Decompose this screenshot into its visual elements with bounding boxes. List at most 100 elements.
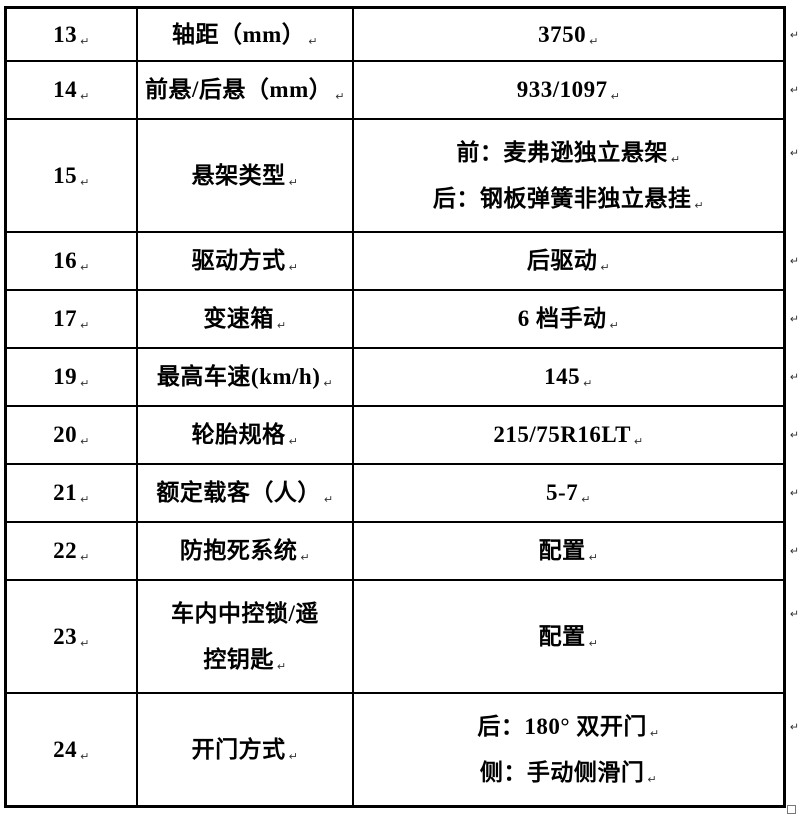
- spec-name-cell[interactable]: 轴距（mm） ↵: [138, 9, 354, 60]
- spec-name-cell[interactable]: 防抱死系统 ↵: [138, 523, 354, 579]
- spec-name-cell[interactable]: 开门方式 ↵: [138, 694, 354, 805]
- paragraph-mark-icon: ↵: [288, 175, 299, 189]
- cell-text-line: 额定载客（人） ↵: [156, 480, 334, 507]
- table-row: 22 ↵ 防抱死系统 ↵ 配置 ↵ ↵: [7, 523, 799, 581]
- row-end-paragraph-mark-icon: ↵: [789, 28, 799, 41]
- paragraph-mark-icon: ↵: [80, 435, 90, 449]
- spec-value-cell[interactable]: 5-7 ↵: [354, 465, 783, 521]
- cell-text-line: 23 ↵: [53, 623, 90, 650]
- cell-text-line: 5-7 ↵: [546, 480, 591, 507]
- row-number-cell[interactable]: 19 ↵: [7, 349, 138, 405]
- table-row: 15 ↵ 悬架类型 ↵ 前：麦弗逊独立悬架 ↵ 后：钢板弹簧非独立悬挂 ↵ ↵: [7, 120, 799, 233]
- cell-text-line: 145 ↵: [544, 364, 593, 391]
- spec-value-cell[interactable]: 配置 ↵: [354, 523, 783, 579]
- paragraph-mark-icon: ↵: [288, 749, 299, 763]
- spec-name-cell[interactable]: 最高车速(km/h) ↵: [138, 349, 354, 405]
- cell-text-line: 开门方式 ↵: [191, 736, 299, 763]
- cell-text-line: 防抱死系统 ↵: [179, 538, 311, 565]
- cell-text-line: 后：钢板弹簧非独立悬挂 ↵: [432, 185, 705, 212]
- row-number-cell[interactable]: 24 ↵: [7, 694, 138, 805]
- spec-name-cell[interactable]: 驱动方式 ↵: [138, 233, 354, 289]
- row-number-cell[interactable]: 17 ↵: [7, 291, 138, 347]
- spec-name-cell[interactable]: 额定载客（人） ↵: [138, 465, 354, 521]
- paragraph-mark-icon: ↵: [80, 551, 90, 565]
- cell-text-line: 最高车速(km/h) ↵: [156, 364, 334, 391]
- paragraph-mark-icon: ↵: [80, 175, 90, 189]
- table-row: 24 ↵ 开门方式 ↵ 后：180° 双开门 ↵ 侧：手动侧滑门 ↵ ↵: [7, 694, 799, 805]
- row-end-paragraph-mark-icon: ↵: [789, 544, 799, 558]
- paragraph-mark-icon: ↵: [670, 152, 681, 166]
- paragraph-mark-icon: ↵: [649, 726, 660, 740]
- row-end-paragraph-mark-icon: ↵: [789, 607, 799, 621]
- spec-name-cell[interactable]: 变速箱 ↵: [138, 291, 354, 347]
- spec-value-cell[interactable]: 933/1097 ↵: [354, 62, 783, 118]
- cell-text-line: 17 ↵: [53, 306, 90, 333]
- end-of-document-marker: [787, 805, 796, 814]
- row-end-paragraph-mark-icon: ↵: [789, 146, 799, 160]
- cell-text-line: 悬架类型 ↵: [191, 162, 299, 189]
- cell-text-line: 13 ↵: [53, 21, 90, 48]
- cell-text-line: 前悬/后悬（mm） ↵: [145, 77, 345, 104]
- cell-text-line: 19 ↵: [53, 364, 90, 391]
- row-end-paragraph-mark-icon: ↵: [789, 83, 799, 97]
- cell-text-line: 215/75R16LT ↵: [493, 422, 644, 449]
- table-row: 13 ↵ 轴距（mm） ↵ 3750 ↵ ↵: [7, 9, 799, 62]
- cell-text-line: 933/1097 ↵: [516, 77, 621, 104]
- cell-text-line: 24 ↵: [53, 736, 90, 763]
- cell-text-line: 后：180° 双开门 ↵: [477, 713, 660, 740]
- spec-value-cell[interactable]: 3750 ↵: [354, 9, 783, 60]
- cell-text-line: 驱动方式 ↵: [191, 248, 299, 275]
- paragraph-mark-icon: ↵: [323, 377, 334, 391]
- cell-text-line: 14 ↵: [53, 77, 90, 104]
- paragraph-mark-icon: ↵: [80, 636, 90, 650]
- cell-text-line: 15 ↵: [53, 162, 90, 189]
- spec-name-cell[interactable]: 轮胎规格 ↵: [138, 407, 354, 463]
- row-number-cell[interactable]: 13 ↵: [7, 9, 138, 60]
- paragraph-mark-icon: ↵: [308, 34, 319, 48]
- cell-text-line: 后驱动 ↵: [526, 248, 611, 275]
- spec-value-cell[interactable]: 145 ↵: [354, 349, 783, 405]
- spec-name-cell[interactable]: 车内中控锁/遥 控钥匙 ↵: [138, 581, 354, 692]
- row-number-cell[interactable]: 16 ↵: [7, 233, 138, 289]
- row-number-cell[interactable]: 20 ↵: [7, 407, 138, 463]
- spec-name-cell[interactable]: 前悬/后悬（mm） ↵: [138, 62, 354, 118]
- paragraph-mark-icon: ↵: [323, 493, 334, 507]
- paragraph-mark-icon: ↵: [588, 636, 599, 650]
- spec-value-cell[interactable]: 215/75R16LT ↵: [354, 407, 783, 463]
- paragraph-mark-icon: ↵: [276, 659, 287, 673]
- paragraph-mark-icon: ↵: [300, 551, 311, 565]
- spec-value-cell[interactable]: 后：180° 双开门 ↵ 侧：手动侧滑门 ↵: [354, 694, 783, 805]
- row-number-cell[interactable]: 15 ↵: [7, 120, 138, 231]
- cell-text-line: 6 档手动 ↵: [517, 306, 620, 333]
- paragraph-mark-icon: ↵: [80, 377, 90, 391]
- cell-text-line: 配置 ↵: [538, 623, 599, 650]
- cell-text-line: 21 ↵: [53, 480, 90, 507]
- spec-value-cell[interactable]: 配置 ↵: [354, 581, 783, 692]
- spec-value-cell[interactable]: 6 档手动 ↵: [354, 291, 783, 347]
- spec-value-cell[interactable]: 前：麦弗逊独立悬架 ↵ 后：钢板弹簧非独立悬挂 ↵: [354, 120, 783, 231]
- row-end-paragraph-mark-icon: ↵: [789, 312, 799, 326]
- paragraph-mark-icon: ↵: [694, 198, 705, 212]
- paragraph-mark-icon: ↵: [80, 749, 90, 763]
- row-end-paragraph-mark-icon: ↵: [789, 486, 799, 500]
- paragraph-mark-icon: ↵: [80, 261, 90, 275]
- paragraph-mark-icon: ↵: [288, 435, 299, 449]
- row-number-cell[interactable]: 14 ↵: [7, 62, 138, 118]
- row-number-cell[interactable]: 23 ↵: [7, 581, 138, 692]
- paragraph-mark-icon: ↵: [276, 319, 287, 333]
- paragraph-mark-icon: ↵: [600, 261, 611, 275]
- paragraph-mark-icon: ↵: [80, 319, 90, 333]
- row-number-cell[interactable]: 22 ↵: [7, 523, 138, 579]
- spec-value-cell[interactable]: 后驱动 ↵: [354, 233, 783, 289]
- paragraph-mark-icon: ↵: [583, 377, 593, 391]
- table-row: 23 ↵ 车内中控锁/遥 控钥匙 ↵ 配置 ↵ ↵: [7, 581, 799, 694]
- table-row: 21 ↵ 额定载客（人） ↵ 5-7 ↵ ↵: [7, 465, 799, 523]
- row-end-paragraph-mark-icon: ↵: [789, 720, 799, 734]
- paragraph-mark-icon: ↵: [588, 551, 599, 565]
- row-number-cell[interactable]: 21 ↵: [7, 465, 138, 521]
- spec-name-cell[interactable]: 悬架类型 ↵: [138, 120, 354, 231]
- paragraph-mark-icon: ↵: [609, 319, 620, 333]
- row-end-paragraph-mark-icon: ↵: [789, 428, 799, 442]
- table-row: 16 ↵ 驱动方式 ↵ 后驱动 ↵ ↵: [7, 233, 799, 291]
- cell-text-line: 侧：手动侧滑门 ↵: [479, 759, 658, 786]
